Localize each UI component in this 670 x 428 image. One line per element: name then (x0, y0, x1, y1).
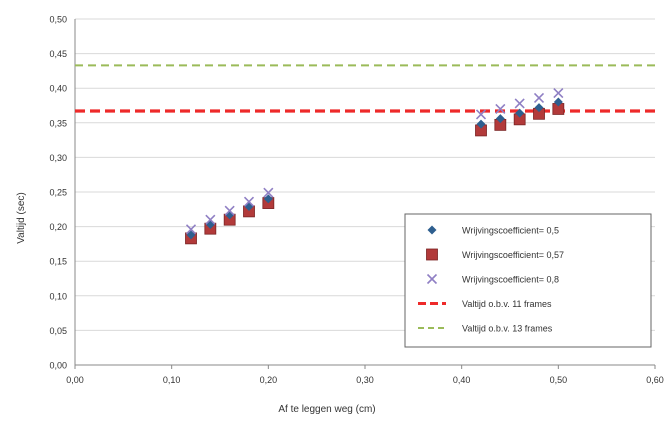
data-point (475, 109, 487, 120)
y-tick-label: 0,50 (49, 15, 67, 25)
data-point (514, 98, 525, 109)
x-tick-label: 0,60 (646, 375, 664, 385)
data-points (185, 87, 565, 245)
legend: Wrijvingscoefficient= 0,5 Wrijvingscoeffi… (404, 213, 652, 348)
y-axis-label: Valtijd (sec) (16, 192, 27, 244)
legend-label: Valtijd o.b.v. 13 frames (462, 324, 553, 334)
marker-stroke (205, 214, 216, 225)
legend-swatch (427, 225, 437, 235)
x-tick-label: 0,50 (550, 375, 568, 385)
y-tick-label: 0,45 (49, 49, 67, 59)
y-tick-label: 0,00 (49, 361, 67, 371)
y-tick-label: 0,20 (49, 222, 67, 232)
data-point (495, 103, 506, 115)
x-tick-label: 0,20 (260, 375, 278, 385)
x-tick-label: 0,00 (66, 375, 84, 385)
marker-stroke (426, 273, 438, 285)
data-point (263, 194, 273, 204)
legend-label: Wrijvingscoefficient= 0,57 (462, 250, 564, 260)
legend-label: Valtijd o.b.v. 11 frames (462, 299, 552, 309)
data-point (476, 119, 486, 129)
y-tick-label: 0,10 (49, 291, 67, 301)
marker-stroke (495, 103, 506, 115)
data-point (553, 97, 563, 107)
data-point (243, 196, 255, 207)
marker-stroke (224, 205, 235, 216)
legend-box (404, 213, 652, 348)
legend-swatch (426, 273, 438, 285)
data-point (205, 214, 216, 225)
legend-item: Wrijvingscoefficient= 0,8 (426, 273, 559, 285)
data-point (515, 108, 525, 118)
y-tick-label: 0,30 (49, 153, 67, 163)
y-tick-label: 0,25 (49, 188, 67, 198)
legend-item: Valtijd o.b.v. 13 frames (418, 324, 553, 334)
legend-item: Valtijd o.b.v. 11 frames (418, 299, 552, 309)
grid-lines (75, 18, 655, 331)
legend-item: Wrijvingscoefficient= 0,5 (427, 225, 559, 236)
y-tick-label: 0,40 (49, 84, 67, 94)
legend-label: Wrijvingscoefficient= 0,8 (462, 275, 559, 285)
x-tick-label: 0,40 (453, 375, 471, 385)
legend-items: Wrijvingscoefficient= 0,5 Wrijvingscoeffi… (418, 225, 564, 334)
marker-stroke (475, 109, 487, 120)
x-axis-label: Af te leggen weg (cm) (278, 404, 375, 415)
marker-stroke (553, 87, 564, 99)
data-point (534, 103, 544, 113)
x-tick-label: 0,10 (163, 375, 181, 385)
data-point (495, 114, 505, 124)
x-tick-label: 0,30 (356, 375, 374, 385)
axes: 0,00 0,05 0,10 0,15 0,20 0,25 0,30 0,35 0,40 0,45… (49, 15, 663, 386)
marker-stroke (243, 196, 255, 207)
data-point (224, 205, 235, 216)
marker-stroke (514, 98, 525, 109)
legend-item: Wrijvingscoefficient= 0,57 (426, 248, 564, 261)
data-point (263, 187, 274, 198)
marker-stroke (185, 224, 197, 235)
data-point (185, 224, 197, 235)
legend-label: Wrijvingscoefficient= 0,5 (462, 226, 559, 236)
y-tick-label: 0,15 (49, 257, 67, 267)
data-point (553, 87, 564, 99)
legend-swatch (426, 248, 438, 261)
data-point (533, 92, 545, 103)
y-tick-label: 0,05 (49, 326, 67, 336)
y-tick-label: 0,35 (49, 118, 67, 128)
marker-stroke (263, 187, 274, 198)
marker-stroke (533, 92, 545, 103)
